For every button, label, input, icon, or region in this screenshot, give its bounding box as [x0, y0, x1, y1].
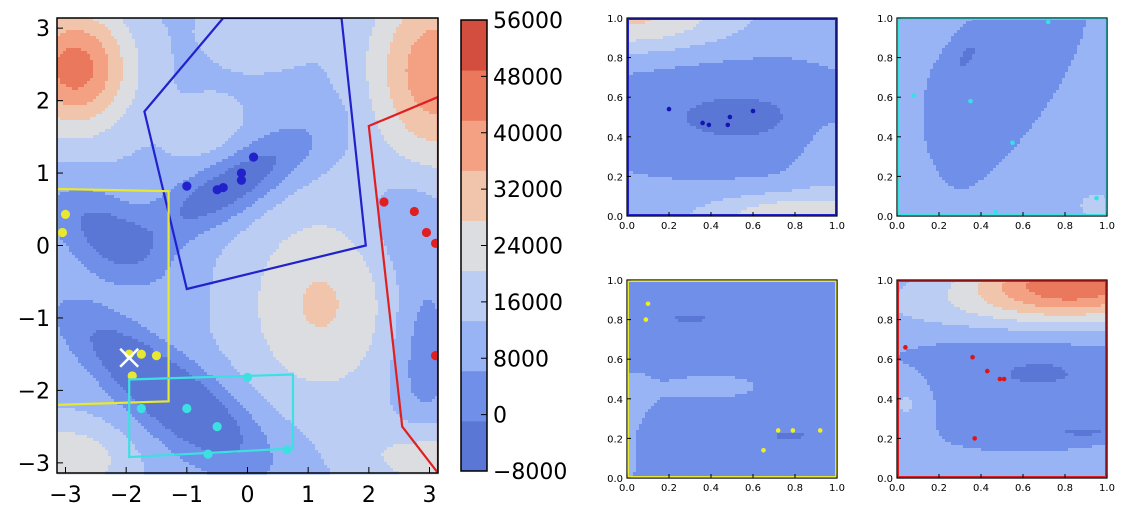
figure: −3 −2 −1 0 1 2 33210−1−2−356000480004000032000… — [0, 0, 1129, 509]
